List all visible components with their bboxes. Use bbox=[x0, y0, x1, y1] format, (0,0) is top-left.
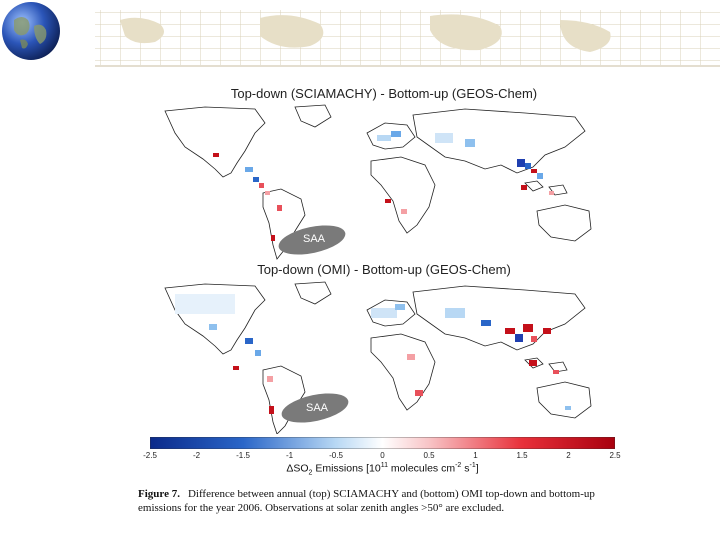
header-grid-decoration bbox=[95, 10, 720, 67]
colorbar bbox=[150, 437, 615, 449]
top-saa-region bbox=[278, 225, 346, 255]
colorbar-tick-label: -1 bbox=[285, 451, 294, 460]
bottom-saa-region bbox=[281, 393, 349, 423]
colorbar-label-sub: 2 bbox=[308, 469, 313, 477]
bottom-map: SAA bbox=[145, 280, 623, 434]
colorbar-tick-label: -1.5 bbox=[236, 451, 250, 460]
colorbar-label-sup3: -1 bbox=[469, 462, 476, 469]
top-map: SAA bbox=[145, 103, 623, 261]
bottom-world-map bbox=[164, 281, 592, 434]
bottom-difference-cells bbox=[175, 294, 571, 414]
colorbar-tick-label: -0.5 bbox=[329, 451, 343, 460]
colorbar-label: ΔSO2 Emissions [1011 molecules cm-2 s-1] bbox=[150, 462, 615, 477]
bottom-panel: Top-down (OMI) - Bottom-up (GEOS-Chem) bbox=[145, 262, 623, 434]
top-panel: Top-down (SCIAMACHY) - Bottom-up (GEOS-C… bbox=[145, 86, 623, 262]
colorbar-label-delta: ΔSO bbox=[286, 462, 309, 475]
figure-caption: Figure 7. Difference between annual (top)… bbox=[138, 487, 618, 515]
top-world-map bbox=[164, 104, 592, 260]
slide-header bbox=[0, 0, 720, 72]
colorbar-tick-label: 0.5 bbox=[423, 451, 435, 460]
figure-label: Figure 7. bbox=[138, 488, 180, 500]
colorbar-label-sup2: -2 bbox=[455, 462, 462, 469]
colorbar-label-sup1: 11 bbox=[380, 462, 388, 469]
top-panel-title: Top-down (SCIAMACHY) - Bottom-up (GEOS-C… bbox=[230, 86, 538, 101]
caption-text: Difference between annual (top) SCIAMACH… bbox=[138, 488, 595, 514]
globe-icon bbox=[2, 2, 60, 60]
colorbar-tick-label: 2 bbox=[566, 451, 571, 460]
colorbar-tick-label: -2 bbox=[192, 451, 201, 460]
top-saa-label: SAA bbox=[303, 233, 326, 245]
colorbar-label-mid3: s bbox=[461, 462, 470, 475]
colorbar-tick-label: 0 bbox=[380, 451, 385, 460]
colorbar-tick-label: 1 bbox=[473, 451, 478, 460]
top-difference-cells bbox=[213, 131, 554, 241]
colorbar-label-end: ] bbox=[475, 462, 479, 475]
colorbar-label-mid: Emissions [10 bbox=[312, 462, 381, 475]
colorbar-label-mid2: molecules cm bbox=[387, 462, 456, 475]
bottom-panel-title: Top-down (OMI) - Bottom-up (GEOS-Chem) bbox=[257, 262, 511, 277]
colorbar-tick-label: 2.5 bbox=[609, 451, 621, 460]
colorbar-tick-label: 1.5 bbox=[516, 451, 528, 460]
colorbar-tick-label: -2.5 bbox=[143, 451, 157, 460]
bottom-saa-label: SAA bbox=[306, 402, 329, 414]
